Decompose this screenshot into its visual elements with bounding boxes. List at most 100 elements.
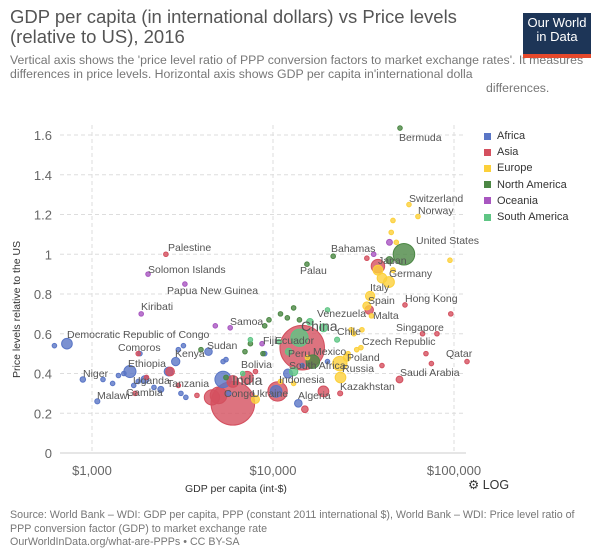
data-point-palestine xyxy=(163,251,169,258)
y-tick-label: 0 xyxy=(45,446,52,461)
data-point xyxy=(393,239,400,246)
data-point xyxy=(261,323,268,329)
legend-item-north-america[interactable]: North America xyxy=(484,177,569,193)
data-point-democratic-republic-of-congo xyxy=(61,337,73,350)
legend-label: Asia xyxy=(497,146,519,159)
data-point xyxy=(353,346,360,353)
data-point xyxy=(242,348,248,355)
data-point xyxy=(175,382,182,389)
data-point-united-states xyxy=(392,242,416,266)
chart-subtitle-end: differences. xyxy=(486,81,550,95)
data-point-fiji xyxy=(259,340,265,347)
point-label: Norway xyxy=(418,205,454,217)
point-label: Chile xyxy=(337,326,361,338)
source-note: Source: World Bank – WDI: GDP per capita… xyxy=(10,509,595,550)
data-point xyxy=(266,317,272,323)
data-point xyxy=(165,366,175,377)
point-label: Czech Republic xyxy=(362,336,436,348)
data-point xyxy=(284,315,291,321)
point-label: Uganda xyxy=(133,375,170,387)
data-point-palau xyxy=(304,261,310,267)
point-label: Tanzania xyxy=(167,378,209,390)
data-point xyxy=(290,380,297,387)
data-point-italy xyxy=(364,290,376,302)
data-point-ecuador xyxy=(276,338,282,345)
point-label: Palestine xyxy=(168,242,211,254)
log-label: LOG xyxy=(482,478,510,492)
data-point xyxy=(364,255,370,262)
point-label: Bolivia xyxy=(241,359,272,371)
chart-subtitle: Vertical axis shows the 'price level rat… xyxy=(10,53,584,81)
data-point xyxy=(135,378,142,385)
point-label: Kazakhstan xyxy=(340,381,395,393)
y-tick-label: 0.8 xyxy=(34,287,52,302)
data-point xyxy=(121,370,127,377)
legend-item-europe[interactable]: Europe xyxy=(484,160,569,176)
owid-logo[interactable]: Our World in Data xyxy=(523,13,591,58)
point-label: Comoros xyxy=(118,342,161,354)
data-point xyxy=(203,389,221,406)
data-point-ukraine xyxy=(250,394,260,404)
point-label: Palau xyxy=(300,265,327,277)
legend-item-south-america[interactable]: South America xyxy=(484,209,569,225)
data-point xyxy=(100,376,106,383)
point-label: Switzerland xyxy=(409,193,463,205)
data-point-congo xyxy=(226,390,232,397)
data-point xyxy=(212,323,219,329)
data-point xyxy=(277,311,284,317)
data-point xyxy=(324,307,331,313)
data-point xyxy=(290,328,309,347)
data-point xyxy=(115,372,122,379)
point-label: Papua New Guinea xyxy=(167,285,258,297)
data-point-bahamas xyxy=(330,253,336,260)
data-point-samoa xyxy=(227,324,233,331)
data-point xyxy=(447,257,453,264)
point-label: Fiji xyxy=(263,335,276,347)
point-label: India xyxy=(232,372,263,388)
point-label: Peru xyxy=(288,348,310,360)
point-label: Ukraine xyxy=(252,388,288,400)
point-label: Mexico xyxy=(313,346,346,358)
legend-item-asia[interactable]: Asia xyxy=(484,144,569,160)
data-point xyxy=(180,342,187,349)
data-point-gambia xyxy=(132,390,138,397)
point-label: Poland xyxy=(347,352,380,364)
data-point xyxy=(260,350,266,357)
data-point xyxy=(143,374,150,381)
point-label: Spain xyxy=(368,295,395,307)
data-point xyxy=(157,385,165,393)
data-point xyxy=(175,346,182,353)
point-label: Ecuador xyxy=(275,335,315,347)
gear-icon: ⚙ xyxy=(468,478,480,492)
data-point xyxy=(109,380,116,387)
point-label: Gambia xyxy=(126,387,163,399)
data-point-norway xyxy=(415,213,421,220)
x-tick-label: $100,000 xyxy=(427,463,481,478)
data-point xyxy=(288,366,299,377)
data-point-saudi-arabia xyxy=(395,375,404,384)
data-point xyxy=(151,384,157,391)
data-point xyxy=(389,267,396,274)
point-label: Malawi xyxy=(97,390,130,402)
legend-swatch xyxy=(484,181,491,189)
data-point xyxy=(247,336,254,343)
data-point xyxy=(277,378,284,385)
data-point-niger xyxy=(79,376,87,383)
data-point xyxy=(183,394,189,401)
data-point xyxy=(423,350,429,357)
legend-item-africa[interactable]: Africa xyxy=(484,128,569,144)
data-point xyxy=(379,362,385,369)
data-point-peru xyxy=(284,347,293,356)
y-tick-label: 1.4 xyxy=(34,168,52,183)
legend-item-oceania[interactable]: Oceania xyxy=(484,193,569,209)
point-label: Italy xyxy=(370,282,390,294)
log-toggle-button[interactable]: ⚙ LOG xyxy=(468,477,509,492)
x-tick-label: $1,000 xyxy=(72,463,112,478)
point-label: Algeria xyxy=(298,390,331,402)
source-link[interactable]: OurWorldInData.org/what-are-PPPs • CC BY… xyxy=(10,536,240,548)
data-point-malta xyxy=(368,313,375,319)
data-point xyxy=(386,238,393,246)
data-point xyxy=(296,317,303,323)
point-label: Germany xyxy=(389,268,433,280)
point-label: Kiribati xyxy=(141,301,173,313)
